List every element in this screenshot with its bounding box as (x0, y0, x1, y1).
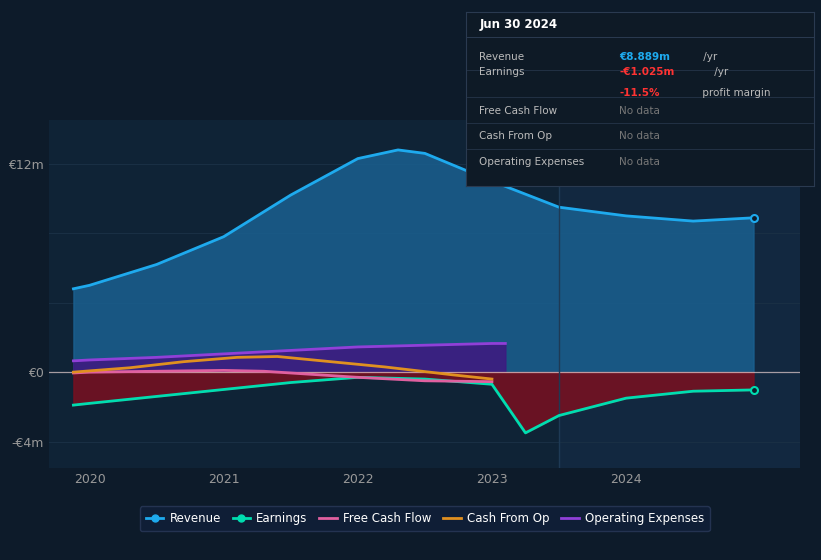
Text: No data: No data (619, 157, 660, 167)
Text: /yr: /yr (699, 53, 717, 63)
Text: Free Cash Flow: Free Cash Flow (479, 106, 557, 116)
Text: Cash From Op: Cash From Op (479, 132, 553, 142)
Text: No data: No data (619, 106, 660, 116)
Text: profit margin: profit margin (699, 88, 770, 98)
Text: Earnings: Earnings (479, 67, 525, 77)
Text: €8.889m: €8.889m (619, 53, 670, 63)
Text: -€1.025m: -€1.025m (619, 67, 674, 77)
Text: Revenue: Revenue (479, 53, 525, 63)
Text: /yr: /yr (711, 67, 728, 77)
Legend: Revenue, Earnings, Free Cash Flow, Cash From Op, Operating Expenses: Revenue, Earnings, Free Cash Flow, Cash … (140, 506, 710, 531)
Text: Operating Expenses: Operating Expenses (479, 157, 585, 167)
Text: -11.5%: -11.5% (619, 88, 659, 98)
Text: Jun 30 2024: Jun 30 2024 (479, 18, 557, 31)
Text: No data: No data (619, 132, 660, 142)
Bar (559, 120, 800, 468)
